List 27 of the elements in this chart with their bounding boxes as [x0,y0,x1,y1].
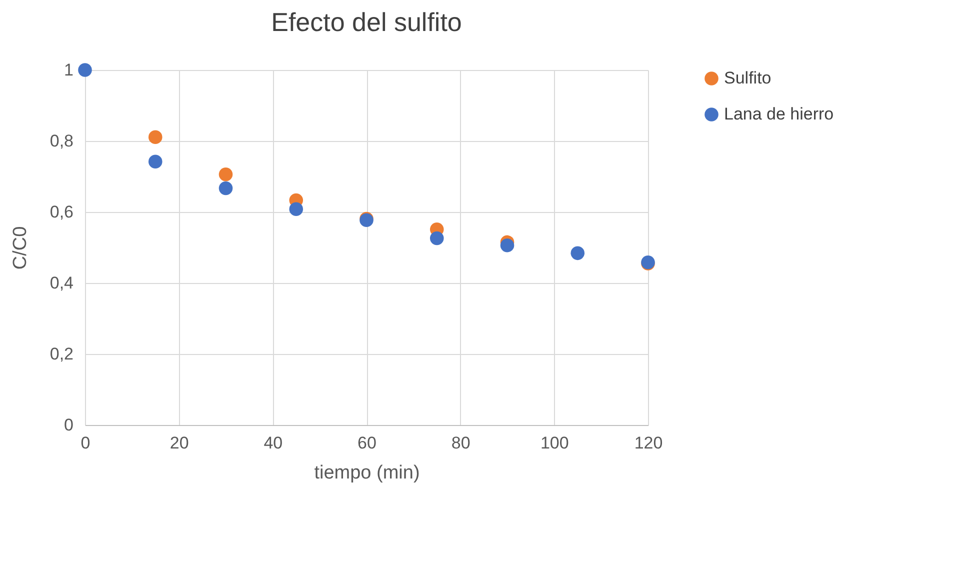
y-axis-title: C/C0 [10,226,31,270]
legend-label: Sulfito [724,68,772,88]
point [218,181,233,196]
y-tick-label: 0 [64,416,74,434]
point [289,202,304,216]
point [78,63,92,77]
point [148,130,162,144]
x-tick-label: 60 [358,434,376,452]
point [570,246,585,260]
x-tick-label: 120 [634,434,663,452]
point [430,231,444,246]
point [148,154,162,168]
x-axis-title: tiempo (min) [314,462,420,484]
y-tick-label: 1 [64,60,74,80]
x-tick-label: 100 [540,434,569,452]
y-tick-label: 0,8 [50,132,74,150]
x-tick-label: 80 [451,434,470,452]
x-tick-label: 0 [80,434,90,452]
x-tick-label: 40 [264,434,283,452]
chart-title: Efecto del sulfito [271,7,462,37]
legend-label: Lana de hierro [724,104,834,124]
point [218,167,233,182]
y-tick-label: 0,6 [50,202,74,222]
x-tick-label: 20 [170,434,189,452]
y-tick-label: 0,4 [50,274,74,292]
y-tick-label: 0,2 [50,344,74,364]
point [500,238,514,252]
